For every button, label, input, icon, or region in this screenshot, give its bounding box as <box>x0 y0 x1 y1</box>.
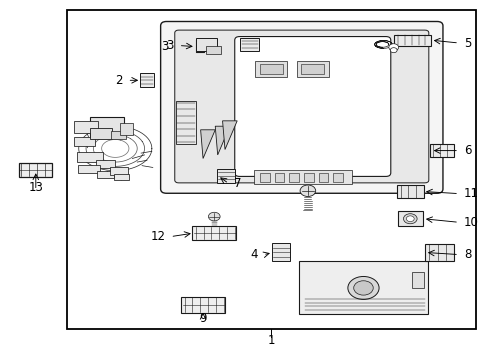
Bar <box>429 144 453 157</box>
Bar <box>332 173 342 181</box>
Bar <box>181 297 224 313</box>
Bar <box>78 165 100 173</box>
Bar <box>196 38 216 51</box>
Circle shape <box>403 214 416 224</box>
Bar <box>74 136 95 146</box>
Bar <box>396 185 423 198</box>
Bar <box>411 273 423 288</box>
Text: 3: 3 <box>166 39 173 52</box>
Bar <box>89 128 111 139</box>
Bar <box>97 171 114 178</box>
Text: 7: 7 <box>233 177 241 190</box>
Bar <box>394 35 430 45</box>
Circle shape <box>389 48 396 53</box>
Circle shape <box>208 212 220 221</box>
Bar <box>192 226 236 240</box>
Bar <box>74 121 98 133</box>
Bar <box>271 243 290 261</box>
Text: 13: 13 <box>28 181 43 194</box>
Text: 1: 1 <box>267 334 275 347</box>
Bar <box>110 167 128 175</box>
Bar <box>90 117 123 137</box>
Text: 4: 4 <box>250 248 258 261</box>
Bar <box>176 101 195 144</box>
Bar <box>140 73 154 87</box>
Bar <box>424 244 453 261</box>
Text: 3: 3 <box>161 40 168 53</box>
Text: 10: 10 <box>463 216 478 229</box>
Bar <box>111 131 126 139</box>
Text: 8: 8 <box>463 248 470 261</box>
Circle shape <box>388 44 398 51</box>
Bar <box>255 61 286 77</box>
Polygon shape <box>215 126 229 155</box>
Circle shape <box>353 281 372 295</box>
Bar <box>77 152 102 162</box>
Text: 11: 11 <box>463 187 478 200</box>
Bar <box>240 38 258 51</box>
Circle shape <box>406 216 413 222</box>
Text: 9: 9 <box>199 311 206 325</box>
Bar <box>274 173 284 181</box>
Bar <box>259 64 283 74</box>
Bar <box>296 61 328 77</box>
Bar <box>289 173 299 181</box>
Circle shape <box>300 185 315 197</box>
Polygon shape <box>200 130 215 158</box>
Text: 6: 6 <box>463 144 470 157</box>
Bar <box>206 46 221 54</box>
FancyBboxPatch shape <box>160 22 442 193</box>
FancyBboxPatch shape <box>174 30 428 183</box>
Circle shape <box>347 276 378 300</box>
Bar <box>299 261 427 315</box>
Bar <box>304 173 313 181</box>
FancyBboxPatch shape <box>234 37 390 176</box>
Text: 12: 12 <box>150 230 165 243</box>
Bar <box>397 211 422 226</box>
Bar <box>19 163 52 177</box>
Bar <box>96 160 115 168</box>
Text: 5: 5 <box>463 36 470 50</box>
Bar <box>66 10 475 329</box>
Bar <box>301 64 324 74</box>
Bar <box>318 173 328 181</box>
Polygon shape <box>222 121 237 149</box>
Text: 2: 2 <box>115 74 122 87</box>
Bar <box>254 170 351 184</box>
Bar <box>216 168 235 183</box>
Bar <box>114 174 129 180</box>
Bar <box>120 123 133 135</box>
Bar <box>260 173 269 181</box>
